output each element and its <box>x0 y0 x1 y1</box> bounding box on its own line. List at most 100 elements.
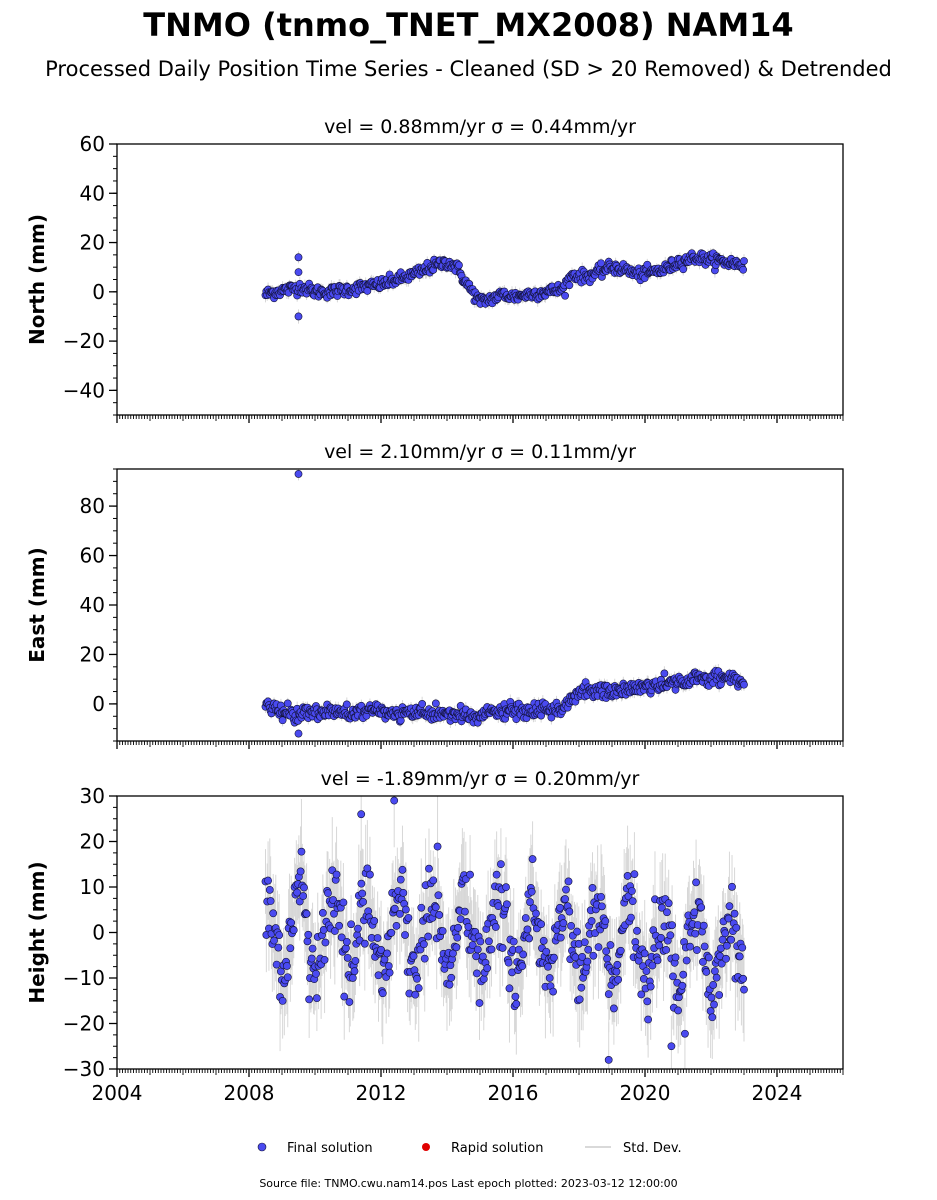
data-point <box>556 933 565 942</box>
data-point <box>616 946 625 955</box>
data-point <box>473 969 481 978</box>
y-tick-label: 40 <box>80 593 105 617</box>
data-point <box>643 997 652 1006</box>
legend: Final solution Rapid solution Std. Dev. <box>257 1141 682 1156</box>
data-point <box>519 950 528 959</box>
x-tick-label: 2012 <box>356 1081 407 1105</box>
data-point <box>453 933 462 942</box>
data-point <box>272 960 281 969</box>
data-point <box>425 864 433 873</box>
data-point <box>358 889 367 898</box>
data-point <box>294 729 303 738</box>
data-point <box>633 926 641 935</box>
data-point <box>518 962 527 971</box>
data-point <box>302 909 311 918</box>
data-point <box>700 942 709 951</box>
panel-title: vel = 2.10mm/yr σ = 0.11mm/yr <box>324 441 636 463</box>
data-point <box>668 921 676 930</box>
data-point <box>528 855 537 863</box>
data-point <box>739 265 748 274</box>
data-point <box>504 958 513 967</box>
data-point <box>606 941 615 949</box>
data-point <box>646 982 655 991</box>
data-point <box>712 973 721 982</box>
data-point <box>340 992 349 1001</box>
data-point <box>419 940 428 949</box>
data-point <box>577 983 586 992</box>
data-point <box>473 945 482 954</box>
data-point <box>604 1056 613 1064</box>
data-point <box>537 711 546 720</box>
data-point <box>559 919 568 928</box>
data-point <box>601 917 610 926</box>
data-point <box>335 921 344 930</box>
data-point <box>648 961 657 970</box>
data-point <box>532 909 540 918</box>
data-point <box>312 969 320 978</box>
data-point <box>392 921 401 930</box>
data-point <box>699 921 708 930</box>
data-point <box>664 899 673 908</box>
final-solution-points <box>261 249 748 321</box>
data-point <box>708 1013 717 1022</box>
data-point <box>521 914 530 922</box>
data-point <box>681 1029 689 1038</box>
plot-frame <box>116 468 844 742</box>
data-point <box>330 909 338 918</box>
data-point <box>278 716 287 725</box>
data-point <box>725 902 734 911</box>
data-point <box>418 700 427 708</box>
data-point <box>487 945 496 954</box>
data-point <box>342 937 351 946</box>
data-point <box>492 870 501 879</box>
data-point <box>431 699 440 708</box>
data-point <box>642 967 651 975</box>
data-point <box>640 949 649 958</box>
data-point <box>523 925 532 934</box>
y-tick-label: 40 <box>80 181 105 205</box>
data-point <box>575 995 584 1004</box>
data-point <box>424 932 433 941</box>
data-point <box>678 981 687 990</box>
data-point <box>514 945 523 954</box>
data-point <box>491 923 500 931</box>
data-point <box>266 897 275 905</box>
panel-title: vel = 0.88mm/yr σ = 0.44mm/yr <box>324 116 636 138</box>
data-point <box>461 907 469 916</box>
data-point <box>498 944 507 952</box>
data-point <box>597 259 605 268</box>
y-tick-label: −20 <box>63 329 105 353</box>
data-point <box>472 952 480 961</box>
data-point <box>609 1004 618 1013</box>
legend-marker <box>422 1143 430 1151</box>
data-point <box>657 903 666 912</box>
data-point <box>401 905 410 914</box>
data-point <box>387 928 396 937</box>
data-point <box>627 887 636 895</box>
x-tick-label: 2016 <box>488 1081 539 1105</box>
data-point <box>395 909 404 918</box>
data-point <box>383 949 391 958</box>
data-point <box>724 914 733 923</box>
y-tick-label: 60 <box>80 132 105 156</box>
data-point <box>438 927 447 935</box>
data-point <box>494 902 503 911</box>
data-point <box>447 973 456 982</box>
data-point <box>623 872 632 880</box>
data-point <box>588 884 597 892</box>
x-tick-label: 2020 <box>620 1081 671 1105</box>
plot-frame <box>116 143 844 416</box>
data-point <box>603 954 611 963</box>
data-point <box>728 882 736 891</box>
data-point <box>564 877 573 886</box>
data-point <box>735 952 744 961</box>
data-point <box>321 938 330 947</box>
y-tick-label: 10 <box>80 875 105 899</box>
data-point <box>434 891 443 900</box>
data-point <box>452 943 461 952</box>
y-tick-label: 80 <box>80 494 105 518</box>
y-tick-label: 0 <box>92 280 105 304</box>
data-point <box>339 898 348 907</box>
data-point <box>300 883 308 892</box>
y-tick-label: −40 <box>63 378 105 402</box>
